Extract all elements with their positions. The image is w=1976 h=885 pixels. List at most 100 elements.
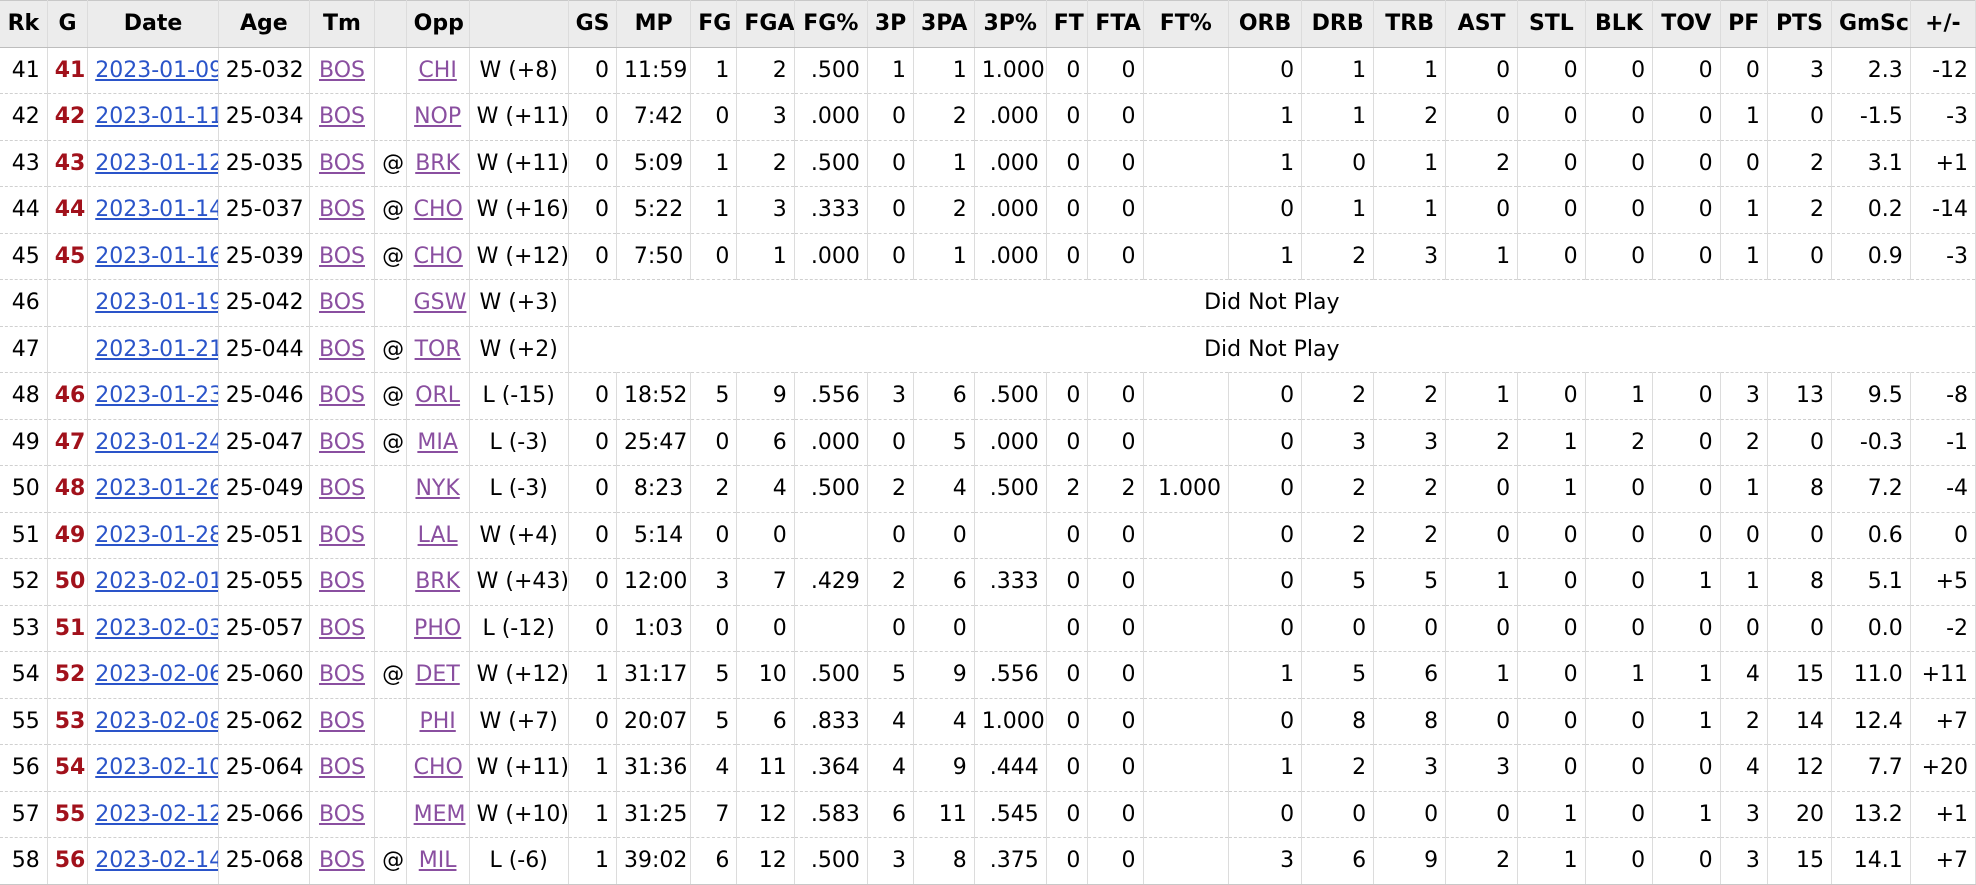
game-number-cell: 47 — [47, 419, 89, 466]
opponent-cell: CHO — [406, 744, 470, 792]
opponent-link[interactable]: PHO — [414, 615, 462, 641]
opponent-link[interactable]: BRK — [415, 569, 461, 595]
opponent-link[interactable]: GSW — [413, 290, 467, 316]
column-header-gmsc[interactable]: GmSc — [1831, 0, 1911, 48]
column-header-trb[interactable]: TRB — [1373, 0, 1447, 48]
team-link[interactable]: BOS — [319, 755, 365, 781]
column-header-3pa[interactable]: 3PA — [913, 0, 975, 48]
stat-cell-tov: 1 — [1652, 558, 1721, 606]
team-link[interactable]: BOS — [319, 476, 365, 502]
column-header-gs[interactable]: GS — [568, 0, 618, 48]
team-link[interactable]: BOS — [319, 336, 365, 362]
column-header-ast[interactable]: AST — [1445, 0, 1519, 48]
stat-cell-pf: 1 — [1720, 186, 1768, 234]
game-date-link[interactable]: 2023-01-09 — [95, 57, 219, 83]
team-link[interactable]: BOS — [319, 429, 365, 455]
team-link[interactable]: BOS — [319, 848, 365, 874]
opponent-link[interactable]: CHI — [418, 57, 457, 83]
team-link[interactable]: BOS — [319, 522, 365, 548]
team-link[interactable]: BOS — [319, 243, 365, 269]
team-link[interactable]: BOS — [319, 57, 365, 83]
team-link[interactable]: BOS — [319, 615, 365, 641]
game-date-link[interactable]: 2023-02-12 — [95, 801, 219, 827]
column-header-plus-minus[interactable]: +/- — [1910, 0, 1976, 48]
game-date-link[interactable]: 2023-02-03 — [95, 615, 219, 641]
game-date-link[interactable]: 2023-01-19 — [95, 290, 219, 316]
column-header-mp[interactable]: MP — [616, 0, 692, 48]
team-link[interactable]: BOS — [319, 290, 365, 316]
opponent-link[interactable]: DET — [415, 662, 460, 688]
game-date-link[interactable]: 2023-02-01 — [95, 569, 219, 595]
opponent-link[interactable]: CHO — [413, 755, 463, 781]
stat-cell-trb: 1 — [1373, 47, 1447, 94]
team-link[interactable]: BOS — [319, 383, 365, 409]
column-header-tm[interactable]: Tm — [309, 0, 376, 48]
team-link[interactable]: BOS — [319, 662, 365, 688]
opponent-link[interactable]: NYK — [415, 476, 460, 502]
column-header-blk[interactable]: BLK — [1585, 0, 1654, 48]
game-date-link[interactable]: 2023-01-11 — [95, 104, 219, 130]
opponent-link[interactable]: MIL — [418, 848, 457, 874]
column-header-date[interactable]: Date — [87, 0, 219, 48]
game-date-link[interactable]: 2023-01-24 — [95, 429, 219, 455]
column-header-g[interactable]: G — [47, 0, 89, 48]
rank-cell: 46 — [0, 279, 48, 327]
game-date-link[interactable]: 2023-01-14 — [95, 197, 219, 223]
team-link[interactable]: BOS — [319, 150, 365, 176]
game-date-link[interactable]: 2023-01-21 — [95, 336, 219, 362]
team-link[interactable]: BOS — [319, 569, 365, 595]
game-date-link[interactable]: 2023-02-10 — [95, 755, 219, 781]
opponent-link[interactable]: BRK — [415, 150, 461, 176]
opponent-link[interactable]: ORL — [415, 383, 461, 409]
opponent-link[interactable]: CHO — [413, 243, 463, 269]
stat-cell-3p: 0 — [867, 93, 915, 141]
game-date-link[interactable]: 2023-01-12 — [95, 150, 219, 176]
stat-cell-gs: 0 — [568, 93, 618, 141]
opponent-link[interactable]: MEM — [413, 801, 466, 827]
column-header-pts[interactable]: PTS — [1767, 0, 1833, 48]
column-header-3p[interactable]: 3P — [867, 0, 915, 48]
column-header-fg-pct[interactable]: FG% — [794, 0, 868, 48]
column-header-pf[interactable]: PF — [1720, 0, 1768, 48]
game-date-link[interactable]: 2023-02-08 — [95, 708, 219, 734]
stat-cell-ft: 0 — [1046, 651, 1089, 699]
opponent-link[interactable]: LAL — [417, 522, 458, 548]
column-header-drb[interactable]: DRB — [1301, 0, 1375, 48]
stat-cell-pts: 2 — [1767, 186, 1833, 234]
column-header-tov[interactable]: TOV — [1652, 0, 1721, 48]
stat-cell-ast: 1 — [1445, 558, 1519, 606]
team-link[interactable]: BOS — [319, 801, 365, 827]
opponent-link[interactable]: NOP — [414, 104, 462, 130]
date-cell: 2023-02-10 — [87, 744, 219, 792]
game-date-link[interactable]: 2023-01-28 — [95, 522, 219, 548]
column-header-rk[interactable]: Rk — [0, 0, 48, 48]
stat-cell-fga: 9 — [736, 372, 795, 420]
column-header-orb[interactable]: ORB — [1228, 0, 1303, 48]
opponent-link[interactable]: CHO — [413, 197, 463, 223]
column-header-result[interactable] — [469, 0, 569, 48]
column-header-3p-pct[interactable]: 3P% — [974, 0, 1047, 48]
team-link[interactable]: BOS — [319, 104, 365, 130]
column-header-opp[interactable]: Opp — [406, 0, 470, 48]
result-cell: L (-3) — [469, 465, 569, 513]
column-header-age[interactable]: Age — [218, 0, 310, 48]
game-date-link[interactable]: 2023-02-14 — [95, 848, 219, 874]
column-header-fga[interactable]: FGA — [736, 0, 795, 48]
game-date-link[interactable]: 2023-01-26 — [95, 476, 219, 502]
opponent-link[interactable]: TOR — [414, 336, 461, 362]
column-header-ft[interactable]: FT — [1046, 0, 1089, 48]
opponent-link[interactable]: PHI — [419, 708, 456, 734]
opponent-link[interactable]: MIA — [417, 429, 458, 455]
column-header-ft-pct[interactable]: FT% — [1143, 0, 1229, 48]
column-header-fg[interactable]: FG — [690, 0, 738, 48]
date-cell: 2023-01-24 — [87, 419, 219, 466]
game-date-link[interactable]: 2023-01-16 — [95, 243, 219, 269]
stat-cell-ft-pct — [1143, 419, 1229, 466]
game-date-link[interactable]: 2023-02-06 — [95, 662, 219, 688]
team-link[interactable]: BOS — [319, 197, 365, 223]
column-header-stl[interactable]: STL — [1517, 0, 1586, 48]
column-header-fta[interactable]: FTA — [1087, 0, 1144, 48]
game-date-link[interactable]: 2023-01-23 — [95, 383, 219, 409]
team-link[interactable]: BOS — [319, 708, 365, 734]
column-header-location[interactable] — [374, 0, 407, 48]
